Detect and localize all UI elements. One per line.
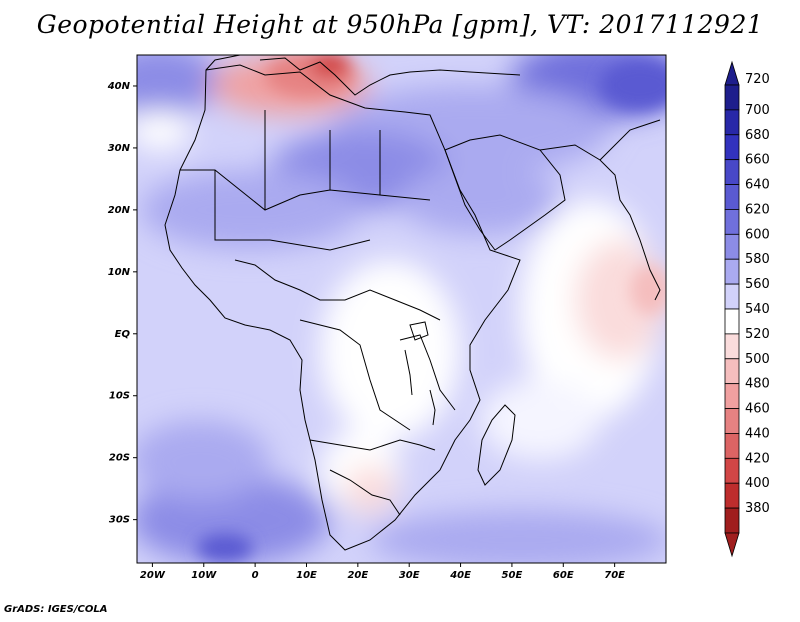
colorbar-swatch xyxy=(724,507,740,534)
colorbar-swatch xyxy=(724,482,740,509)
colorbar-swatch xyxy=(724,283,740,310)
y-tick-label: EQ xyxy=(115,329,131,340)
colorbar-label: 560 xyxy=(745,277,770,292)
colorbar-swatch xyxy=(724,159,740,185)
colorbar-label: 500 xyxy=(745,352,770,367)
colorbar-swatch xyxy=(724,333,740,360)
map-title: Geopotential Height at 950hPa [gpm], VT:… xyxy=(36,10,764,39)
x-tick-label: 70E xyxy=(604,570,625,581)
colorbar-label: 400 xyxy=(745,476,770,491)
x-tick-label: 40E xyxy=(449,570,471,581)
x-tick-label: 20E xyxy=(347,570,368,581)
colorbar-swatch xyxy=(724,109,740,136)
x-tick-label: 10E xyxy=(296,570,317,581)
x-tick-label: 50E xyxy=(502,570,523,581)
colorbar-label: 460 xyxy=(745,402,770,417)
y-tick-label: 20N xyxy=(108,205,131,216)
y-tick-label: 10S xyxy=(109,391,130,402)
colorbar-top-arrow xyxy=(724,60,740,86)
colorbar-label: 620 xyxy=(745,202,770,217)
colorbar-swatch xyxy=(724,308,740,335)
colorbar-swatch xyxy=(724,408,740,434)
y-tick-label: 30S xyxy=(109,515,130,526)
colorbar-label: 600 xyxy=(745,227,770,242)
colorbar: 720 700 680 660 640 620 600 580 560 540 520 500 480 4… xyxy=(724,60,770,558)
colorbar-swatch xyxy=(724,134,740,161)
colorbar-swatch xyxy=(724,233,740,260)
colorbar-swatch xyxy=(724,84,740,111)
colorbar-label: 380 xyxy=(745,501,770,516)
x-axis: 20W 10W 0 10E 20E 30E 40E 50E 60E 70E xyxy=(140,563,625,581)
x-tick-label: 20W xyxy=(140,570,166,581)
colorbar-swatch xyxy=(724,358,740,385)
colorbar-label: 660 xyxy=(745,153,770,168)
y-tick-label: 10N xyxy=(108,267,131,278)
colorbar-swatch xyxy=(724,184,740,210)
colorbar-label: 520 xyxy=(745,327,770,342)
colorbar-swatch xyxy=(724,433,740,459)
colorbar-label: 680 xyxy=(745,128,770,143)
colorbar-bottom-arrow xyxy=(724,532,740,558)
grads-credit: GrADS: IGES/COLA xyxy=(4,604,108,615)
colorbar-swatch xyxy=(724,209,740,235)
colorbar-swatch xyxy=(724,457,740,484)
colorbar-swatch xyxy=(724,258,740,285)
y-tick-label: 20S xyxy=(109,453,130,464)
plot-frame xyxy=(136,54,667,564)
colorbar-label: 420 xyxy=(745,451,770,466)
y-tick-label: 30N xyxy=(108,143,131,154)
colorbar-label: 540 xyxy=(745,302,770,317)
x-tick-label: 10W xyxy=(191,570,217,581)
x-tick-label: 30E xyxy=(399,570,420,581)
colorbar-swatch xyxy=(724,383,740,409)
y-axis: 40N 30N 20N 10N EQ 10S 20S 30S xyxy=(107,81,137,526)
colorbar-label: 480 xyxy=(745,377,770,392)
colorbar-label: 440 xyxy=(745,426,770,441)
colorbar-label: 700 xyxy=(745,103,770,118)
colorbar-label: 640 xyxy=(745,178,770,193)
coastlines xyxy=(164,55,661,551)
height-field xyxy=(137,55,666,563)
colorbar-label: 580 xyxy=(745,252,770,267)
x-tick-label: 60E xyxy=(553,570,574,581)
y-tick-label: 40N xyxy=(107,81,131,92)
x-tick-label: 0 xyxy=(252,570,259,581)
colorbar-label: 720 xyxy=(745,72,770,87)
